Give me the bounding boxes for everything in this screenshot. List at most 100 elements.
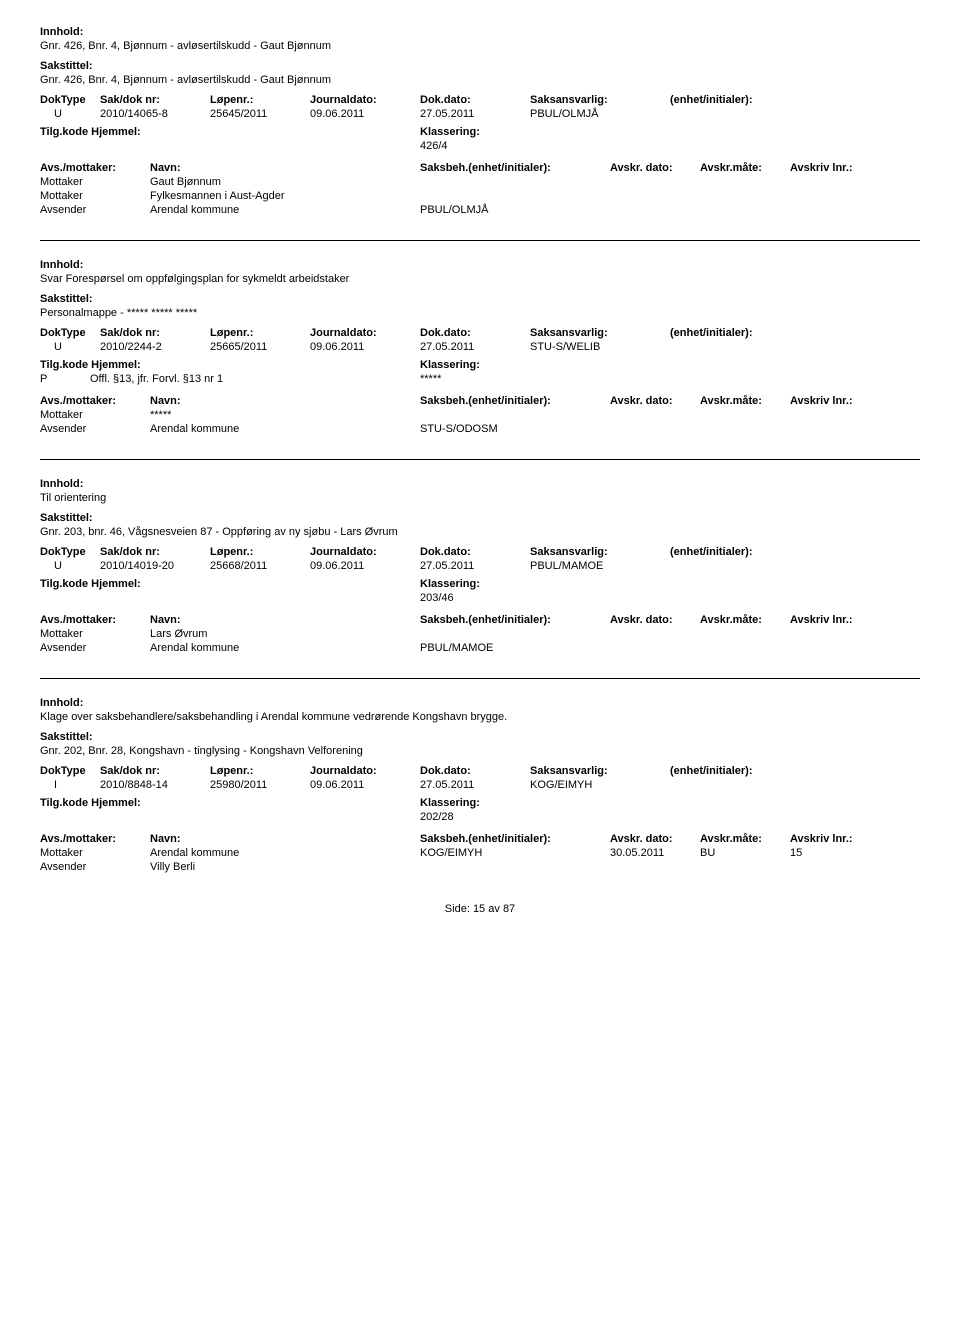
party-avskrivlnr	[790, 190, 920, 202]
journaldato-value: 09.06.2011	[310, 560, 420, 572]
party-avskrivlnr	[790, 204, 920, 216]
hjemmel-detail-row: 203/46	[40, 592, 920, 604]
party-avskrdato	[610, 409, 700, 421]
doktype-label: DokType	[40, 94, 100, 106]
party-role: Avsender	[40, 642, 150, 654]
innhold-text: Klage over saksbehandlere/saksbehandling…	[40, 711, 920, 723]
sakdok-value: 2010/14065-8	[100, 108, 210, 120]
saksansvarlig-label: Saksansvarlig:	[530, 327, 670, 339]
saksansvarlig-value: PBUL/OLMJÅ	[530, 108, 670, 120]
avskrdato-label: Avskr. dato:	[610, 395, 700, 407]
avsmottaker-label: Avs./mottaker:	[40, 162, 150, 174]
dokdato-value: 27.05.2011	[420, 560, 530, 572]
tilgkode-label: Tilg.kode	[40, 578, 88, 590]
party-avskrdato	[610, 204, 700, 216]
meta-value-row: U 2010/2244-2 25665/2011 09.06.2011 27.0…	[40, 341, 920, 353]
hjemmel-label: Hjemmel:	[91, 797, 141, 809]
party-row: Mottaker Fylkesmannen i Aust-Agder	[40, 190, 920, 202]
footer-sep: av	[488, 903, 500, 915]
lopenr-label: Løpenr.:	[210, 327, 310, 339]
innhold-text: Til orientering	[40, 492, 920, 504]
navn-label: Navn:	[150, 614, 420, 626]
doktype-label: DokType	[40, 546, 100, 558]
hjemmel-label: Hjemmel:	[91, 359, 141, 371]
sakdok-value: 2010/14019-20	[100, 560, 210, 572]
party-saksbeh: STU-S/ODOSM	[420, 423, 610, 435]
enhet-value	[670, 108, 920, 120]
party-avskrmate	[700, 409, 790, 421]
dokdato-value: 27.05.2011	[420, 108, 530, 120]
dokdato-value: 27.05.2011	[420, 341, 530, 353]
party-saksbeh: KOG/EIMYH	[420, 847, 610, 859]
hjemmel-text: Offl. §13, jfr. Forvl. §13 nr 1	[90, 373, 420, 385]
party-saksbeh	[420, 176, 610, 188]
lopenr-value: 25668/2011	[210, 560, 310, 572]
page-footer: Side: 15 av 87	[40, 903, 920, 915]
dokdato-value: 27.05.2011	[420, 779, 530, 791]
innhold-label: Innhold:	[40, 478, 920, 490]
klassering-value: 202/28	[420, 811, 920, 823]
party-avskrmate	[700, 642, 790, 654]
party-role: Mottaker	[40, 847, 150, 859]
party-role: Mottaker	[40, 190, 150, 202]
party-avskrivlnr	[790, 642, 920, 654]
party-name: Arendal kommune	[150, 642, 420, 654]
hjemmel-label: Hjemmel:	[91, 578, 141, 590]
party-role: Avsender	[40, 861, 150, 873]
party-avskrdato	[610, 190, 700, 202]
lopenr-value: 25645/2011	[210, 108, 310, 120]
klassering-label: Klassering:	[420, 578, 480, 590]
avsmottaker-label: Avs./mottaker:	[40, 395, 150, 407]
doktype-label: DokType	[40, 327, 100, 339]
lopenr-label: Løpenr.:	[210, 546, 310, 558]
innhold-label: Innhold:	[40, 26, 920, 38]
party-name: Villy Berli	[150, 861, 420, 873]
party-avskrdato	[610, 628, 700, 640]
innhold-text: Svar Forespørsel om oppfølgingsplan for …	[40, 273, 920, 285]
hjemmel-label: Hjemmel:	[91, 126, 141, 138]
party-saksbeh	[420, 861, 610, 873]
avskrmate-label: Avskr.måte:	[700, 162, 790, 174]
avskrivlnr-label: Avskriv lnr.:	[790, 162, 920, 174]
sakdok-label: Sak/dok nr:	[100, 765, 210, 777]
meta-value-row: U 2010/14065-8 25645/2011 09.06.2011 27.…	[40, 108, 920, 120]
enhet-label: (enhet/initialer):	[670, 327, 920, 339]
sakdok-label: Sak/dok nr:	[100, 327, 210, 339]
party-saksbeh	[420, 628, 610, 640]
party-name: Lars Øvrum	[150, 628, 420, 640]
party-name: *****	[150, 409, 420, 421]
party-header-row: Avs./mottaker: Navn: Saksbeh.(enhet/init…	[40, 833, 920, 845]
hjemmel-detail-row: 202/28	[40, 811, 920, 823]
party-name: Arendal kommune	[150, 204, 420, 216]
avskrmate-label: Avskr.måte:	[700, 395, 790, 407]
avskrdato-label: Avskr. dato:	[610, 614, 700, 626]
enhet-value	[670, 560, 920, 572]
party-header-row: Avs./mottaker: Navn: Saksbeh.(enhet/init…	[40, 162, 920, 174]
entry-divider	[40, 459, 920, 460]
tilgkode-label: Tilg.kode	[40, 797, 88, 809]
party-row: Mottaker Arendal kommune KOG/EIMYH 30.05…	[40, 847, 920, 859]
navn-label: Navn:	[150, 833, 420, 845]
party-role: Mottaker	[40, 628, 150, 640]
journaldato-value: 09.06.2011	[310, 341, 420, 353]
enhet-label: (enhet/initialer):	[670, 546, 920, 558]
hjemmel-row: Tilg.kode Hjemmel: Klassering:	[40, 126, 920, 138]
journal-entry: Innhold: Til orientering Sakstittel: Gnr…	[40, 478, 920, 654]
journaldato-label: Journaldato:	[310, 94, 420, 106]
innhold-label: Innhold:	[40, 259, 920, 271]
party-avskrmate	[700, 190, 790, 202]
saksansvarlig-value: PBUL/MAMOE	[530, 560, 670, 572]
tilgkode-label: Tilg.kode	[40, 126, 88, 138]
party-avskrmate	[700, 628, 790, 640]
hjemmel-row: Tilg.kode Hjemmel: Klassering:	[40, 578, 920, 590]
party-avskrivlnr	[790, 628, 920, 640]
meta-value-row: U 2010/14019-20 25668/2011 09.06.2011 27…	[40, 560, 920, 572]
party-row: Mottaker Gaut Bjønnum	[40, 176, 920, 188]
party-name: Arendal kommune	[150, 423, 420, 435]
hjemmel-detail-row: P Offl. §13, jfr. Forvl. §13 nr 1 *****	[40, 373, 920, 385]
innhold-label: Innhold:	[40, 697, 920, 709]
footer-total: 87	[503, 903, 515, 915]
lopenr-label: Løpenr.:	[210, 765, 310, 777]
doktype-value: U	[40, 108, 100, 120]
sakstittel-label: Sakstittel:	[40, 731, 920, 743]
